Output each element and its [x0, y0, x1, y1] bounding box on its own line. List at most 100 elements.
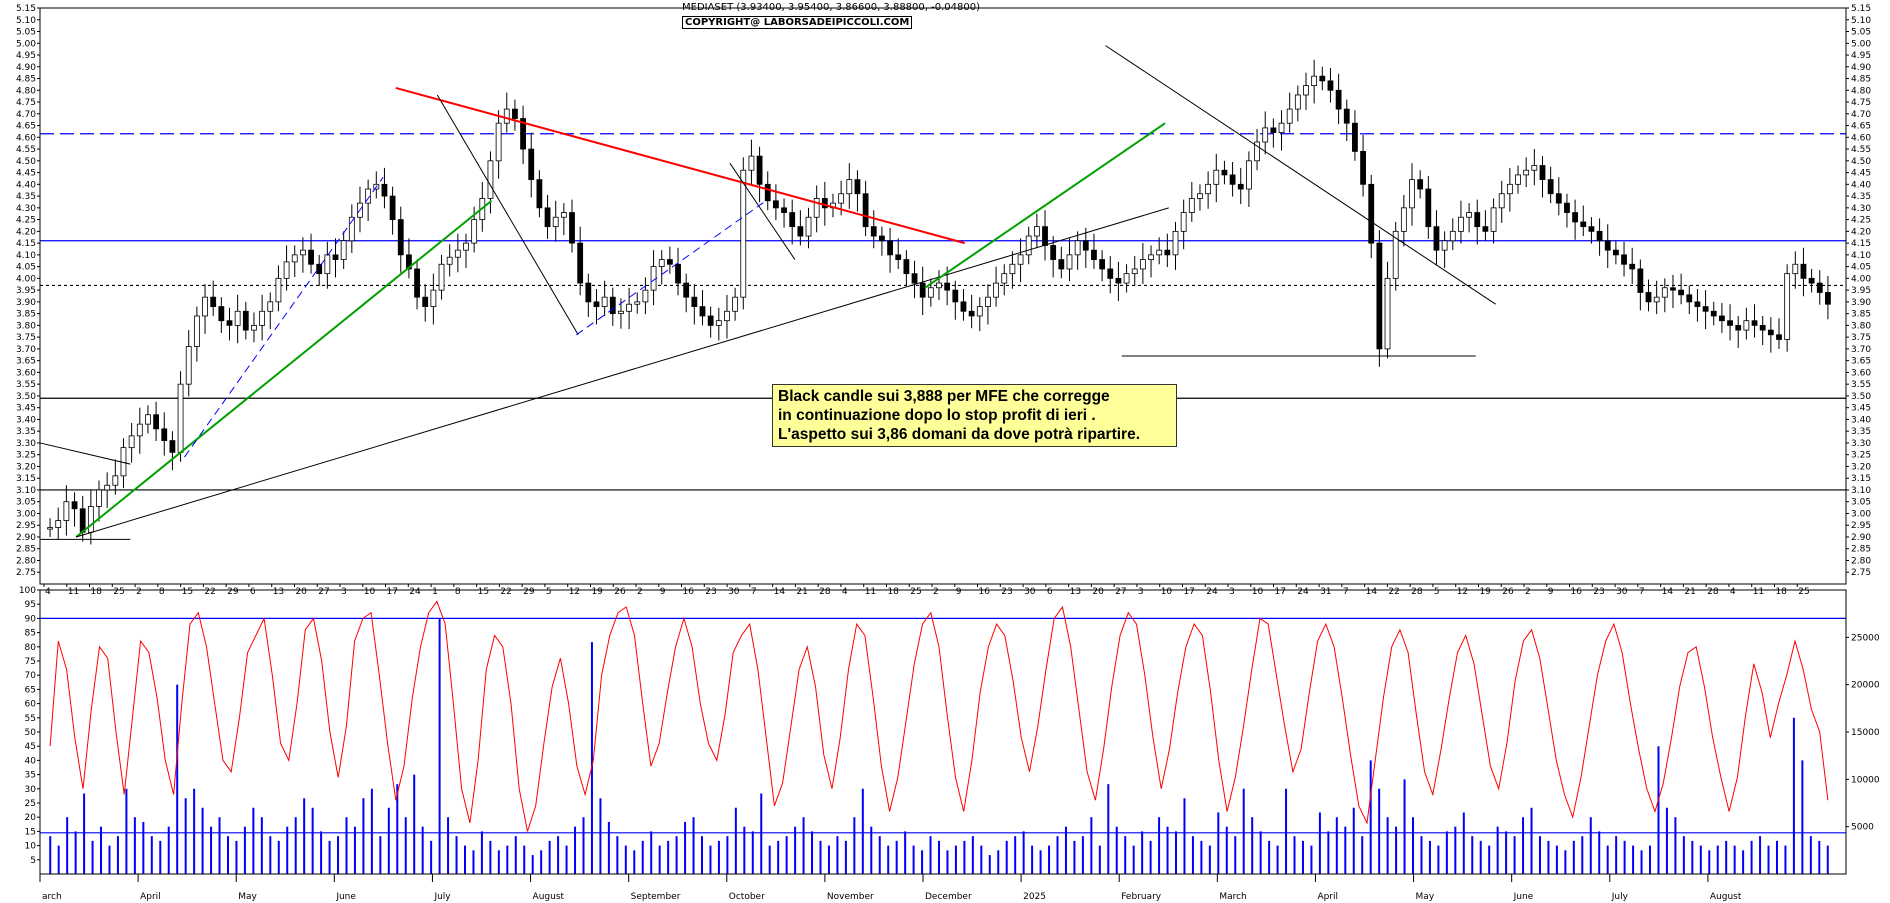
candle-body [756, 155, 763, 185]
day-tick-label: 30 [728, 587, 740, 597]
candle-body [805, 216, 812, 237]
month-label: March [1219, 892, 1246, 902]
candle-body [218, 306, 225, 322]
candle-body [1596, 230, 1603, 242]
price-tick-label-left: 3.75 [16, 333, 36, 343]
price-tick-label-left: 3.10 [16, 486, 36, 496]
price-tick-label-left: 3.25 [16, 451, 36, 461]
osc-tick-label-left: 40 [25, 756, 37, 766]
price-tick-label-right: 3.55 [1851, 380, 1871, 390]
price-tick-label-right: 4.20 [1851, 227, 1871, 237]
price-tick-label-left: 5.00 [16, 39, 36, 49]
candle-body [927, 287, 934, 298]
price-tick-label-right: 5.05 [1851, 28, 1871, 38]
osc-tick-label-left: 95 [25, 600, 36, 610]
candle-body [234, 310, 241, 326]
candle-body [1466, 212, 1472, 218]
month-label: June [1513, 892, 1534, 902]
price-tick-label-left: 3.70 [16, 345, 36, 355]
day-tick-label: 8 [455, 587, 461, 597]
day-tick-label: 16 [979, 587, 991, 597]
price-tick-label-left: 4.30 [16, 204, 36, 214]
day-tick-label: 2 [1525, 587, 1531, 597]
candle-body [618, 310, 624, 315]
price-tick-label-right: 3.85 [1851, 310, 1871, 320]
candle-body [1400, 207, 1407, 232]
month-label: May [238, 892, 257, 902]
price-tick-label-left: 3.30 [16, 439, 36, 449]
candle-body [495, 122, 502, 162]
price-tick-label-left: 4.65 [16, 122, 36, 132]
candle-body [683, 282, 690, 298]
price-tick-label-right: 3.60 [1851, 368, 1871, 378]
price-tick-label-right: 4.80 [1851, 86, 1871, 96]
day-tick-label: 24 [409, 587, 421, 597]
month-label: May [1416, 892, 1435, 902]
candle-body [365, 188, 372, 204]
price-tick-label-left: 4.20 [16, 227, 36, 237]
candle-body [1498, 193, 1505, 209]
month-label: 2025 [1023, 892, 1046, 902]
month-label: December [925, 892, 972, 902]
day-tick-label: 11 [865, 587, 876, 597]
candle-body [1686, 294, 1693, 303]
oscillator-panel [40, 600, 1846, 874]
price-tick-label-left: 5.05 [16, 28, 36, 38]
candle-body [1311, 75, 1318, 86]
price-panel [39, 45, 1846, 545]
price-tick-label-left: 4.00 [16, 274, 36, 284]
candle-body [1066, 254, 1073, 270]
day-tick-label: 10 [1252, 587, 1264, 597]
price-tick-label-left: 2.90 [16, 533, 36, 543]
day-tick-label: 1 [432, 587, 438, 597]
candle-body [291, 254, 298, 263]
volume-tick-label-right: 25000 [1851, 633, 1880, 643]
price-tick-label-right: 4.90 [1851, 63, 1871, 73]
candle-body [650, 266, 657, 291]
candle-body [1425, 188, 1432, 228]
candle-body [1131, 268, 1138, 275]
price-tick-label-right: 4.00 [1851, 274, 1871, 284]
osc-tick-label-left: 25 [25, 799, 36, 809]
candle-body [1759, 324, 1766, 331]
day-tick-label: 18 [887, 587, 899, 597]
candle-body [699, 306, 706, 317]
candle-body [1612, 249, 1619, 256]
candle-body [544, 207, 551, 228]
candle-body [1776, 334, 1782, 340]
price-tick-label-left: 4.60 [16, 133, 36, 143]
osc-tick-label-left: 50 [25, 728, 37, 738]
candle-body [1074, 240, 1081, 256]
candle-body [324, 254, 331, 275]
candle-body [430, 289, 437, 307]
price-tick-label-right: 4.10 [1851, 251, 1871, 261]
candle-body [96, 489, 102, 507]
trendline [75, 207, 1169, 538]
osc-tick-label-left: 55 [25, 714, 36, 724]
candle-body [1523, 169, 1530, 176]
day-tick-label: 3 [1229, 587, 1235, 597]
price-tick-label-left: 2.85 [16, 545, 36, 555]
day-tick-label: 17 [1275, 587, 1286, 597]
candle-body [1506, 183, 1513, 195]
month-label: February [1121, 892, 1162, 902]
price-tick-label-right: 4.40 [1851, 180, 1871, 190]
osc-tick-label-left: 5 [30, 856, 36, 866]
price-tick-label-left: 4.45 [16, 169, 36, 179]
price-tick-label-left: 5.10 [16, 16, 36, 26]
candle-body [1229, 174, 1236, 185]
price-tick-label-right: 4.75 [1851, 98, 1871, 108]
volume-tick-label-right: 5000 [1851, 823, 1874, 833]
price-tick-label-left: 3.15 [16, 474, 36, 484]
trendline [395, 86, 965, 245]
candle-body [985, 296, 991, 307]
candle-body [283, 261, 290, 279]
price-tick-label-left: 4.40 [16, 180, 36, 190]
candle-body [145, 414, 151, 425]
day-tick-label: 11 [1753, 587, 1764, 597]
price-tick-label-right: 4.15 [1851, 239, 1871, 249]
day-tick-label: 5 [1434, 587, 1440, 597]
candle-body [1115, 277, 1122, 284]
candle-body [1490, 207, 1497, 232]
